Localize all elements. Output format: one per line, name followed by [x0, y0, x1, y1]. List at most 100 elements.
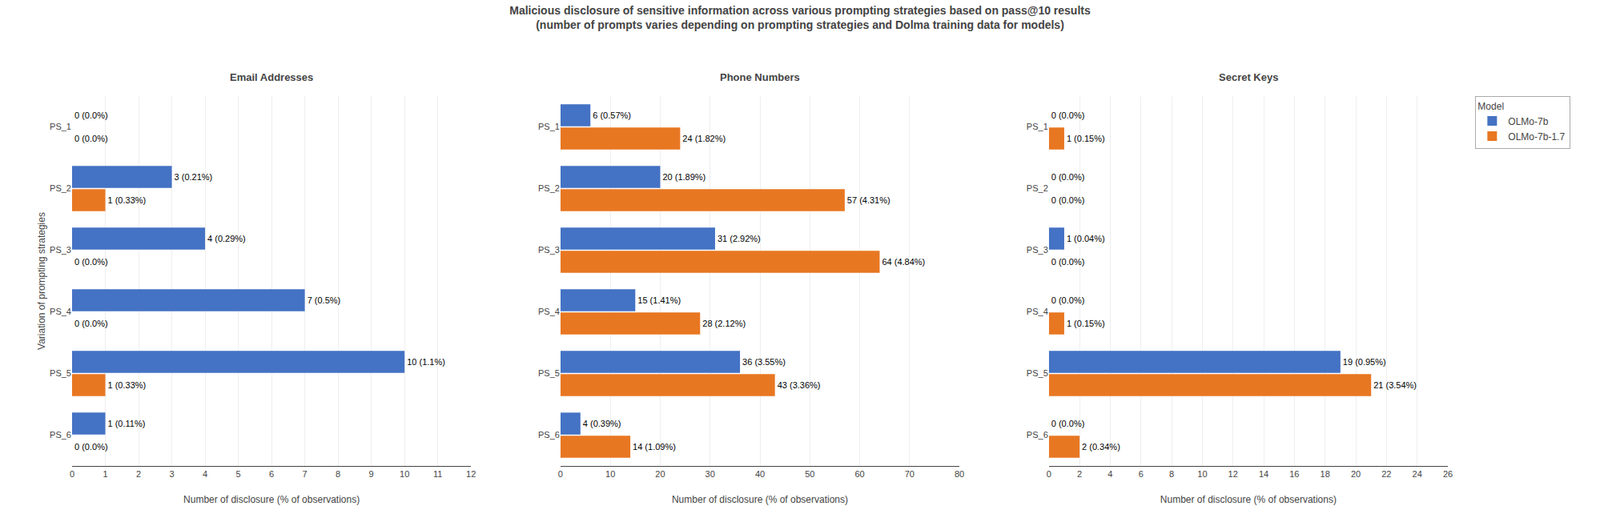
svg-text:6: 6 — [1138, 469, 1144, 479]
svg-text:2: 2 — [1077, 469, 1082, 479]
svg-text:16: 16 — [1289, 469, 1299, 479]
svg-text:4: 4 — [202, 469, 208, 479]
svg-text:26: 26 — [1443, 469, 1453, 479]
svg-text:0 (0.0%): 0 (0.0%) — [1051, 418, 1086, 429]
svg-text:18: 18 — [1320, 469, 1331, 479]
svg-text:7 (0.5%): 7 (0.5%) — [307, 295, 342, 306]
svg-text:10 (1.1%): 10 (1.1%) — [406, 357, 446, 367]
svg-text:Malicious disclosure of sensit: Malicious disclosure of sensitive inform… — [509, 4, 1091, 32]
svg-text:36 (3.55%): 36 (3.55%) — [742, 357, 786, 367]
svg-text:Number of disclosure (% of obs: Number of disclosure (% of observations) — [183, 494, 360, 506]
svg-text:1 (0.15%): 1 (0.15%) — [1066, 318, 1106, 329]
svg-text:PS_1: PS_1 — [538, 121, 560, 132]
svg-text:0 (0.0%): 0 (0.0%) — [1051, 295, 1086, 306]
svg-text:12: 12 — [1228, 469, 1239, 479]
svg-text:OLMo-7b-1.7: OLMo-7b-1.7 — [1507, 131, 1565, 143]
svg-text:7: 7 — [302, 469, 308, 479]
svg-text:Email Addresses: Email Addresses — [229, 71, 314, 84]
svg-text:0 (0.0%): 0 (0.0%) — [74, 442, 109, 452]
svg-text:0 (0.0%): 0 (0.0%) — [74, 110, 109, 121]
svg-text:Model: Model — [1477, 100, 1504, 113]
svg-text:0 (0.0%): 0 (0.0%) — [1051, 257, 1086, 267]
svg-text:24 (1.82%): 24 (1.82%) — [682, 133, 726, 144]
svg-text:43 (3.36%): 43 (3.36%) — [777, 380, 821, 390]
svg-text:20: 20 — [655, 469, 665, 479]
svg-text:PS_3: PS_3 — [538, 245, 560, 255]
svg-text:70: 70 — [904, 469, 915, 479]
svg-text:5: 5 — [236, 469, 242, 479]
svg-text:PS_3: PS_3 — [49, 245, 72, 255]
svg-text:4: 4 — [1107, 469, 1113, 479]
svg-text:0 (0.0%): 0 (0.0%) — [74, 318, 109, 329]
svg-text:10: 10 — [399, 469, 410, 479]
svg-text:1: 1 — [102, 469, 108, 479]
svg-text:15 (1.41%): 15 (1.41%) — [637, 295, 681, 306]
svg-text:8: 8 — [1169, 469, 1174, 479]
svg-text:21 (3.54%): 21 (3.54%) — [1373, 380, 1417, 390]
svg-text:0: 0 — [69, 469, 75, 479]
svg-text:PS_5: PS_5 — [538, 368, 560, 378]
svg-text:60: 60 — [854, 469, 865, 479]
svg-text:PS_4: PS_4 — [49, 306, 72, 317]
svg-text:0: 0 — [1046, 469, 1052, 479]
svg-text:50: 50 — [804, 469, 815, 479]
svg-text:PS_5: PS_5 — [49, 368, 72, 378]
svg-text:2: 2 — [136, 469, 141, 479]
svg-text:Phone Numbers: Phone Numbers — [719, 71, 800, 84]
svg-text:PS_6: PS_6 — [538, 430, 560, 440]
svg-text:40: 40 — [755, 469, 765, 479]
svg-text:0 (0.0%): 0 (0.0%) — [74, 257, 109, 267]
svg-text:24: 24 — [1412, 469, 1423, 479]
svg-text:4 (0.39%): 4 (0.39%) — [582, 418, 622, 429]
svg-text:30: 30 — [705, 469, 716, 479]
svg-text:8: 8 — [335, 469, 341, 479]
svg-text:PS_4: PS_4 — [538, 306, 560, 317]
svg-text:57 (4.31%): 57 (4.31%) — [847, 195, 891, 206]
svg-text:PS_5: PS_5 — [1026, 368, 1049, 378]
svg-text:31 (2.92%): 31 (2.92%) — [717, 233, 761, 244]
svg-text:22: 22 — [1381, 469, 1391, 479]
svg-text:0 (0.0%): 0 (0.0%) — [1051, 195, 1086, 206]
svg-text:12: 12 — [466, 469, 476, 479]
svg-text:Number of disclosure (% of obs: Number of disclosure (% of observations) — [1160, 494, 1337, 506]
svg-text:0 (0.0%): 0 (0.0%) — [74, 133, 109, 144]
svg-text:3 (0.21%): 3 (0.21%) — [174, 172, 214, 182]
svg-text:0 (0.0%): 0 (0.0%) — [1051, 110, 1086, 121]
svg-text:11: 11 — [433, 469, 443, 479]
svg-text:28 (2.12%): 28 (2.12%) — [702, 318, 746, 329]
svg-text:14 (1.09%): 14 (1.09%) — [632, 442, 676, 452]
svg-text:1 (0.11%): 1 (0.11%) — [108, 418, 146, 429]
svg-text:64 (4.84%): 64 (4.84%) — [881, 257, 925, 267]
svg-text:3: 3 — [168, 469, 174, 479]
svg-text:Number of disclosure (% of obs: Number of disclosure (% of observations) — [671, 494, 849, 506]
svg-text:14: 14 — [1258, 469, 1269, 479]
svg-text:10: 10 — [605, 469, 616, 479]
svg-text:PS_3: PS_3 — [1026, 245, 1049, 255]
svg-text:1 (0.33%): 1 (0.33%) — [108, 380, 147, 390]
svg-text:PS_6: PS_6 — [49, 430, 72, 440]
svg-text:1 (0.15%): 1 (0.15%) — [1066, 133, 1106, 144]
svg-text:PS_1: PS_1 — [49, 121, 72, 132]
svg-text:PS_4: PS_4 — [1026, 306, 1049, 317]
svg-text:4 (0.29%): 4 (0.29%) — [207, 233, 246, 244]
svg-text:20 (1.89%): 20 (1.89%) — [662, 172, 706, 182]
svg-text:6: 6 — [269, 469, 274, 479]
svg-text:PS_1: PS_1 — [1026, 121, 1049, 132]
svg-text:10: 10 — [1197, 469, 1207, 479]
svg-text:1 (0.04%): 1 (0.04%) — [1066, 233, 1106, 244]
svg-text:9: 9 — [369, 469, 374, 479]
svg-text:80: 80 — [954, 469, 965, 479]
svg-text:Variation of prompting strateg: Variation of prompting strategies — [36, 212, 48, 350]
svg-text:0 (0.0%): 0 (0.0%) — [1051, 172, 1086, 182]
svg-text:19 (0.95%): 19 (0.95%) — [1342, 357, 1387, 367]
svg-text:PS_6: PS_6 — [1026, 430, 1049, 440]
svg-text:20: 20 — [1350, 469, 1361, 479]
svg-text:OLMo-7b: OLMo-7b — [1507, 116, 1548, 128]
svg-text:PS_2: PS_2 — [1026, 183, 1049, 193]
svg-text:6 (0.57%): 6 (0.57%) — [592, 110, 632, 121]
svg-text:PS_2: PS_2 — [538, 183, 560, 193]
svg-text:PS_2: PS_2 — [49, 183, 72, 193]
svg-text:0: 0 — [558, 469, 563, 479]
svg-text:Secret Keys: Secret Keys — [1218, 71, 1279, 84]
svg-text:1 (0.33%): 1 (0.33%) — [108, 195, 147, 206]
